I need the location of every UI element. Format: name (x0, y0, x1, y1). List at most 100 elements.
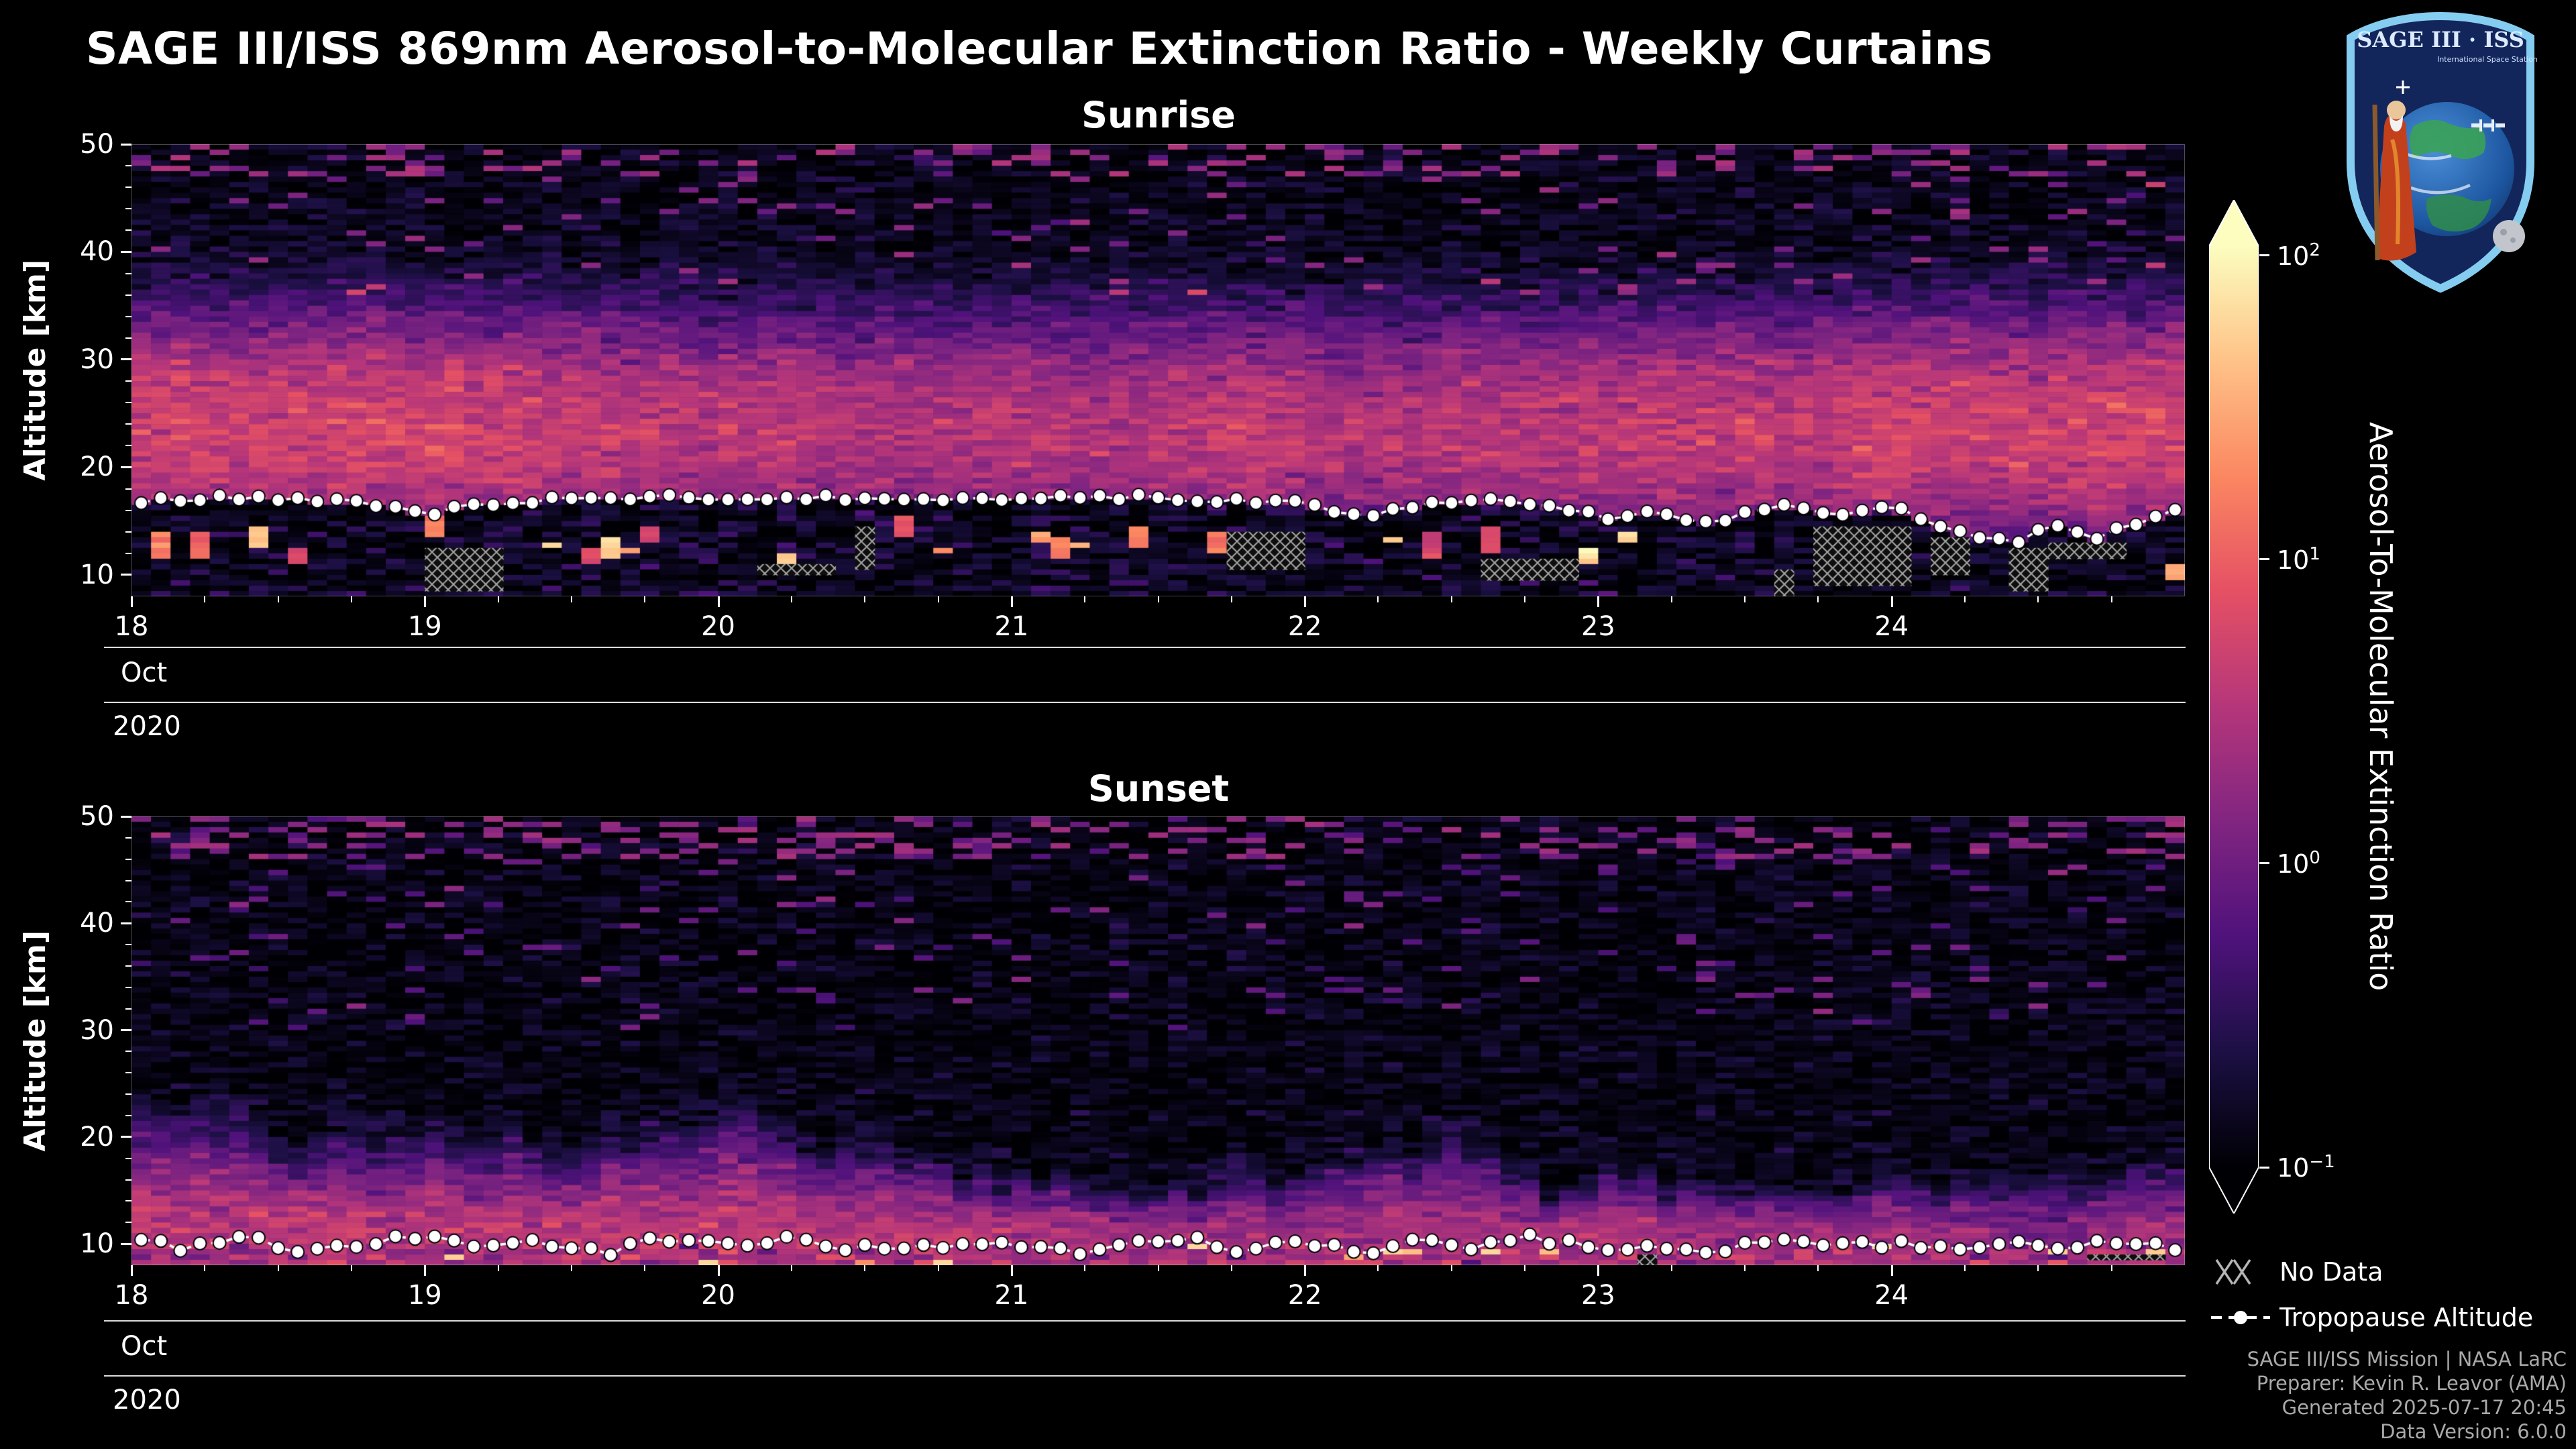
y-minor-tick (125, 315, 131, 317)
x-tick-label: 23 (1580, 611, 1615, 642)
y-minor-tick (125, 1179, 131, 1181)
x-minor-tick (1524, 1265, 1526, 1271)
y-minor-tick (125, 986, 131, 988)
y-tick-label: 50 (80, 129, 114, 160)
colorbar-tick-label: 102 (2277, 239, 2320, 271)
x-major-tick (424, 1265, 427, 1276)
sage-iss-logo: SAGE III · ISS International Space Stati… (2347, 11, 2538, 293)
x-minor-tick (2037, 596, 2039, 602)
logo-subtitle: International Space Station (2437, 55, 2538, 64)
x-minor-tick (204, 1265, 206, 1271)
y-tick-label: 10 (80, 559, 114, 590)
x-minor-tick (2110, 1265, 2112, 1271)
x-tick-label: 18 (114, 1280, 149, 1311)
y-minor-tick (125, 531, 131, 533)
logo-moon-crater (2510, 237, 2516, 243)
colorbar-gradient (2209, 246, 2259, 1167)
y-minor-tick (125, 944, 131, 946)
sunset-heatmap (131, 816, 2185, 1265)
y-tick-label: 20 (80, 1121, 114, 1152)
y-axis-label: Altitude [km] (17, 260, 52, 481)
colorbar-tick (2259, 1166, 2269, 1169)
x-minor-tick (790, 596, 792, 602)
x-tick-label: 20 (701, 611, 736, 642)
y-major-tick (121, 1029, 131, 1032)
x-minor-tick (1964, 1265, 1966, 1271)
x-minor-tick (937, 596, 939, 602)
panel-title-sunset: Sunset (1087, 767, 1230, 810)
x-minor-tick (350, 596, 352, 602)
tropopause-legend-marker (2211, 1311, 2270, 1324)
colorbar-extend-up (2209, 200, 2259, 246)
y-minor-tick (125, 1157, 131, 1159)
x-major-tick (1597, 596, 1600, 607)
logo-continent (2426, 195, 2491, 232)
x-major-tick (1304, 596, 1307, 607)
y-major-tick (121, 1242, 131, 1245)
x-tick-label: 23 (1580, 1280, 1615, 1311)
attribution-line: SAGE III/ISS Mission | NASA LaRC (2247, 1348, 2567, 1371)
colorbar-tick (2259, 254, 2269, 257)
date-separator-line (104, 1375, 2186, 1377)
y-minor-tick (125, 965, 131, 967)
y-minor-tick (125, 879, 131, 881)
year-label: 2020 (113, 1385, 181, 1415)
x-major-tick (1010, 596, 1013, 607)
colorbar-tick (2259, 558, 2269, 561)
y-tick-label: 10 (80, 1228, 114, 1260)
x-minor-tick (1817, 1265, 1819, 1271)
x-minor-tick (277, 1265, 279, 1271)
x-minor-tick (1964, 596, 1966, 602)
x-tick-label: 24 (1874, 1280, 1909, 1311)
y-minor-tick (125, 272, 131, 274)
x-minor-tick (277, 596, 279, 602)
date-separator-line (104, 702, 2186, 703)
x-major-tick (1304, 1265, 1307, 1276)
y-minor-tick (125, 402, 131, 404)
x-minor-tick (1744, 1265, 1746, 1271)
y-tick-label: 40 (80, 236, 114, 268)
x-minor-tick (570, 596, 572, 602)
x-major-tick (131, 596, 133, 607)
y-minor-tick (125, 186, 131, 189)
x-minor-tick (1744, 596, 1746, 602)
x-minor-tick (497, 1265, 499, 1271)
panel-title-sunrise: Sunrise (1081, 94, 1236, 136)
x-major-tick (717, 596, 720, 607)
y-minor-tick (125, 1072, 131, 1074)
y-minor-tick (125, 488, 131, 490)
x-minor-tick (1450, 1265, 1452, 1271)
y-tick-label: 40 (80, 908, 114, 939)
x-minor-tick (1670, 1265, 1672, 1271)
y-minor-tick (125, 1008, 131, 1010)
y-minor-tick (125, 229, 131, 231)
x-minor-tick (1817, 596, 1819, 602)
y-tick-label: 50 (80, 801, 114, 832)
y-minor-tick (125, 1115, 131, 1116)
colorbar-tick-label: 101 (2277, 543, 2320, 575)
x-minor-tick (1450, 596, 1452, 602)
attribution-line: Preparer: Kevin R. Leavor (AMA) (2256, 1372, 2567, 1395)
y-minor-tick (125, 552, 131, 554)
y-major-tick (121, 466, 131, 468)
x-minor-tick (1377, 596, 1379, 602)
logo-iss (2471, 119, 2505, 131)
colorbar-tick (2259, 862, 2269, 865)
y-minor-tick (125, 445, 131, 447)
y-minor-tick (125, 165, 131, 167)
x-minor-tick (1157, 596, 1159, 602)
x-major-tick (717, 1265, 720, 1276)
y-minor-tick (125, 294, 131, 296)
x-minor-tick (644, 1265, 646, 1271)
y-major-tick (121, 250, 131, 253)
no-data-legend-label: No Data (2279, 1257, 2383, 1287)
y-minor-tick (125, 1200, 131, 1202)
x-tick-label: 18 (114, 611, 149, 642)
x-major-tick (131, 1265, 133, 1276)
colorbar-extend-down (2209, 1167, 2259, 1214)
logo-title: SAGE III · ISS (2357, 27, 2524, 52)
logo-moon-crater (2500, 229, 2507, 235)
month-label: Oct (121, 657, 168, 688)
date-separator-line (104, 647, 2186, 648)
y-minor-tick (125, 208, 131, 210)
